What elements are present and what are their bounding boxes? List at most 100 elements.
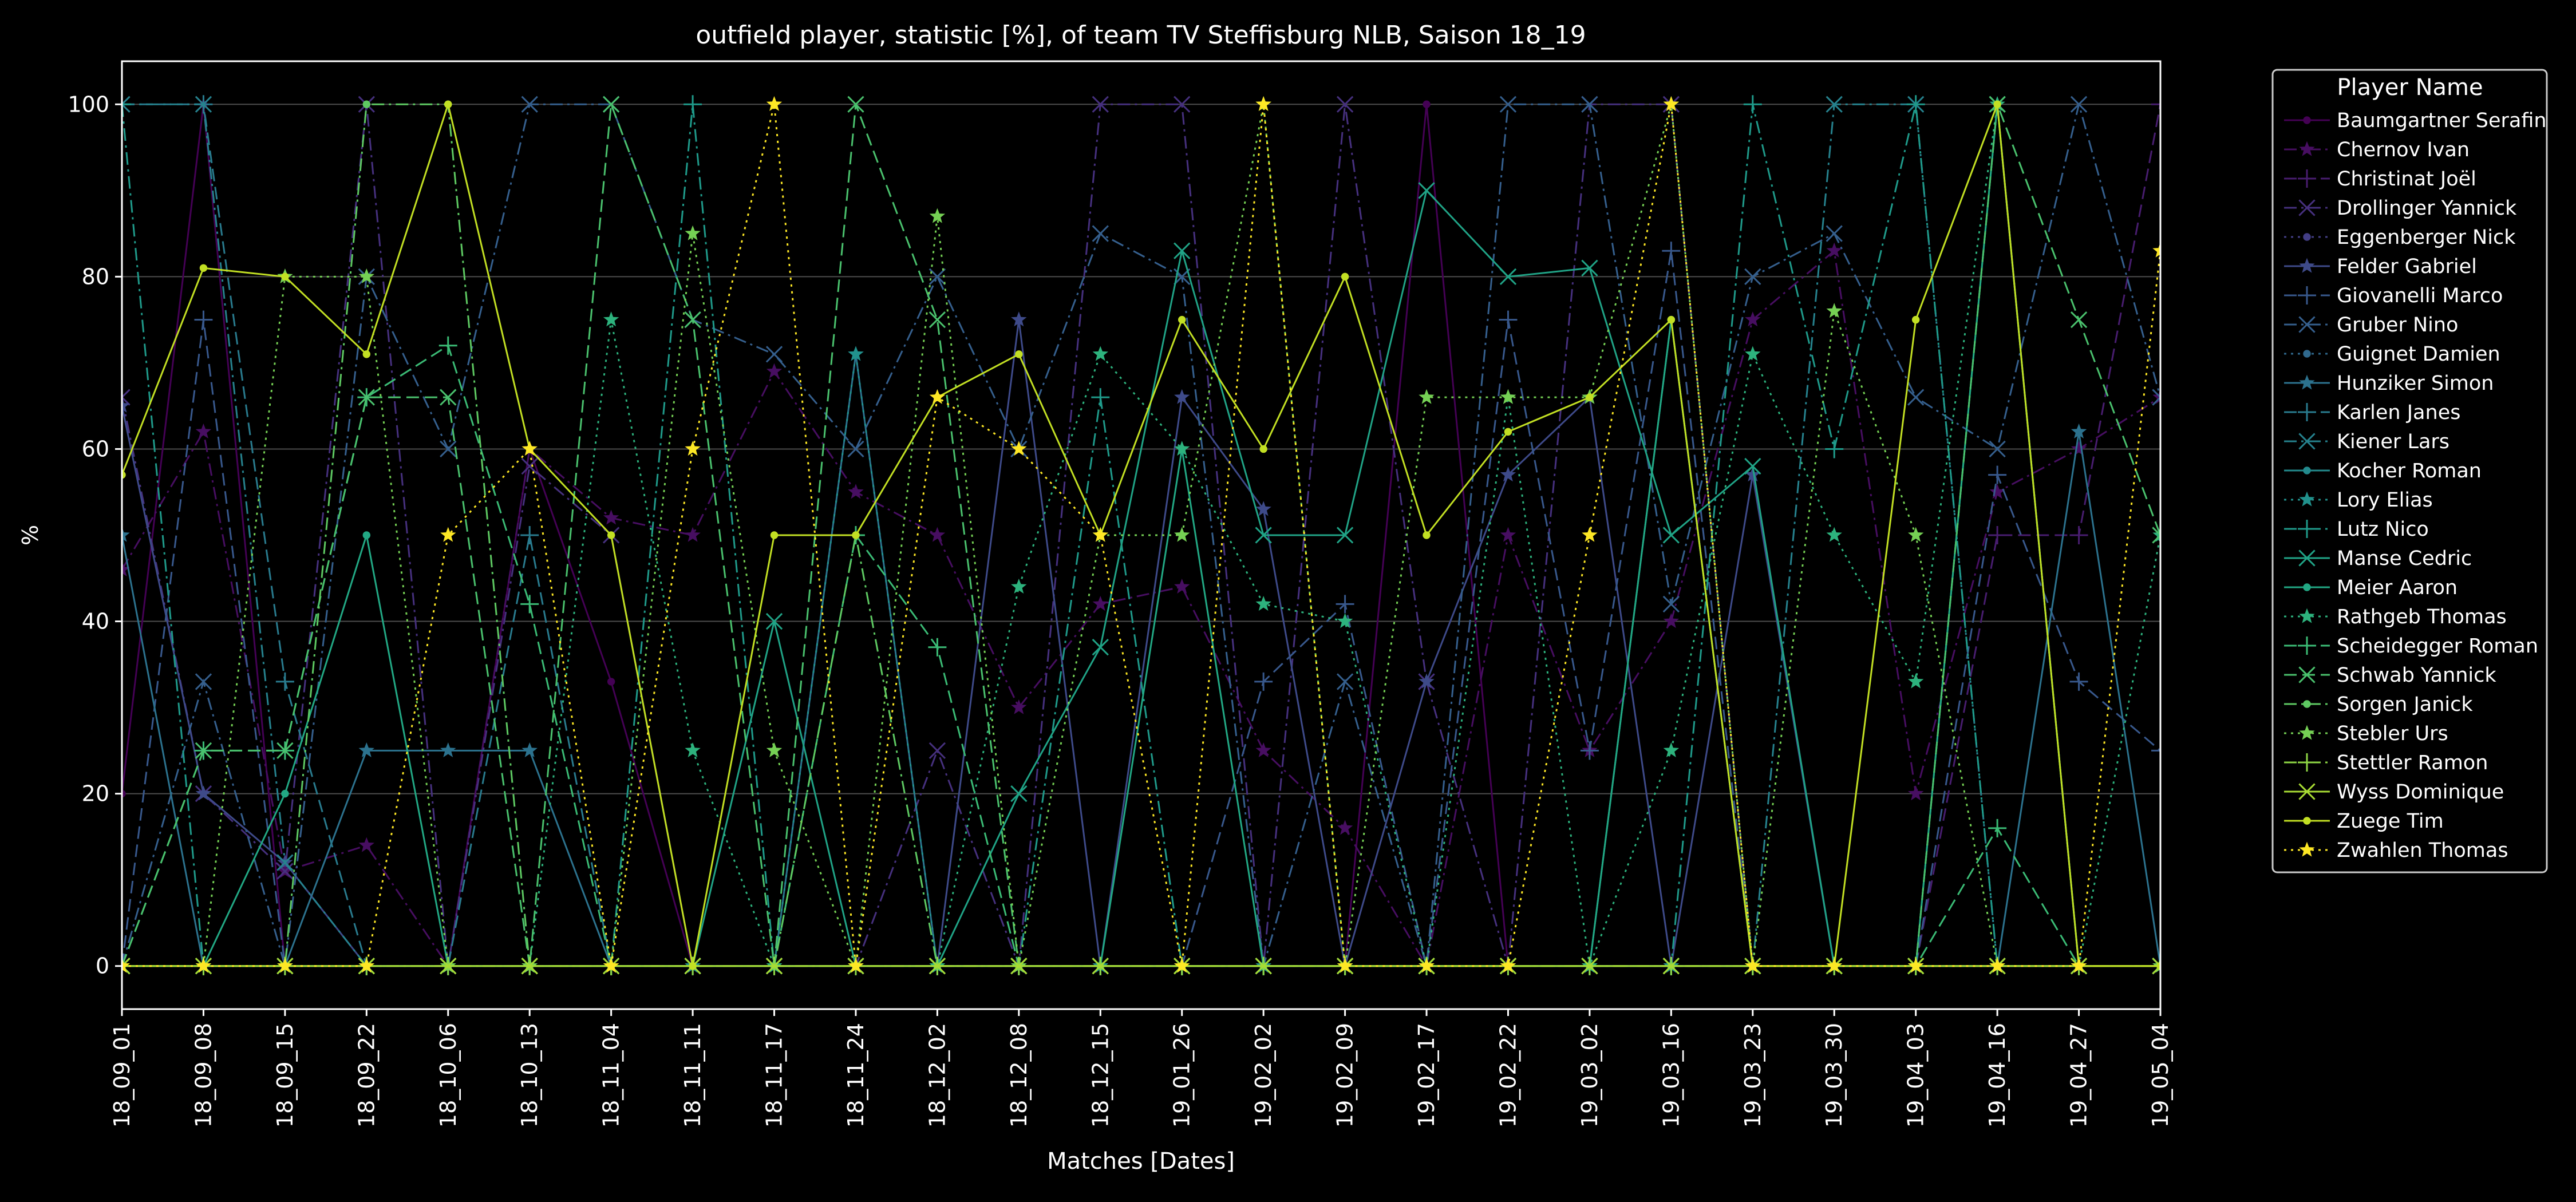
data-point (1255, 742, 1271, 757)
data-point (362, 350, 371, 358)
data-point (2071, 441, 2087, 456)
legend-item: Rathgeb Thomas (2284, 606, 2507, 628)
data-point (194, 310, 213, 329)
y-tick-label: 60 (82, 436, 109, 461)
data-point (122, 789, 126, 798)
data-point (847, 440, 864, 458)
data-point (1174, 389, 1190, 404)
data-point (358, 268, 374, 283)
data-point (2069, 526, 2088, 544)
y-tick-label: 20 (82, 781, 109, 806)
data-point (848, 346, 864, 361)
data-point (122, 95, 131, 114)
data-point (1255, 527, 1272, 544)
data-point (1908, 958, 1924, 973)
legend-item: Gruber Nino (2284, 314, 2458, 337)
data-point (1745, 346, 1761, 361)
data-point (1011, 578, 1027, 594)
series-lines (122, 95, 2160, 975)
legend-item: Kocher Roman (2284, 460, 2482, 483)
data-point (1423, 100, 1431, 108)
data-point (275, 672, 294, 691)
legend-label: Manse Cedric (2337, 547, 2472, 570)
data-point (607, 531, 615, 539)
data-point (2299, 491, 2315, 507)
data-point (1744, 268, 1761, 286)
data-point (1255, 958, 1272, 975)
data-point (440, 742, 456, 757)
data-point (521, 457, 538, 475)
x-tick-label: 18_09_08 (191, 1023, 216, 1128)
data-point (1010, 958, 1028, 975)
legend-label: Felder Gabriel (2337, 255, 2477, 278)
data-point (520, 595, 539, 614)
y-tick-label: 100 (68, 92, 109, 117)
data-point (765, 346, 783, 363)
data-point (358, 837, 374, 852)
data-point (1499, 268, 1517, 286)
data-point (1826, 527, 1842, 542)
data-point (2303, 466, 2311, 475)
data-point (2299, 725, 2315, 740)
legend-label: Zuege Tim (2337, 810, 2444, 833)
x-tick-label: 18_11_04 (599, 1023, 624, 1128)
data-point (766, 96, 783, 111)
data-point (848, 484, 864, 499)
data-point (1581, 96, 1598, 113)
data-point (1662, 595, 1680, 613)
data-point (358, 958, 374, 973)
x-tick-label: 18_11_17 (762, 1023, 787, 1128)
data-point (1092, 639, 1109, 656)
data-point (1174, 441, 1190, 456)
data-point (685, 527, 701, 542)
data-point (1989, 484, 2005, 499)
data-point (2298, 753, 2316, 772)
data-point (1911, 315, 1920, 324)
data-point (1988, 465, 2007, 484)
data-point (195, 742, 212, 760)
x-axis-label: Matches [Dates] (1047, 1148, 1235, 1175)
legend-label: Giovanelli Marco (2337, 284, 2503, 307)
data-point (1091, 388, 1110, 407)
legend-label: Zwahlen Thomas (2337, 839, 2508, 862)
data-point (1989, 440, 2006, 458)
data-point (1745, 466, 1761, 482)
legend-label: Baumgartner Serafin (2337, 109, 2547, 132)
legend-item: Giovanelli Marco (2284, 284, 2503, 307)
data-point (195, 423, 212, 438)
data-point (1259, 445, 1267, 453)
data-point (1581, 259, 1598, 276)
data-point (438, 336, 457, 355)
data-point (2298, 403, 2316, 421)
legend-item: Manse Cedric (2284, 547, 2472, 570)
legend-item: Baumgartner Serafin (2284, 109, 2547, 132)
data-point (2152, 389, 2160, 406)
data-point (2298, 520, 2316, 538)
data-point (1826, 242, 1842, 258)
data-point (1419, 958, 1435, 973)
data-point (1988, 526, 2007, 544)
legend-item: Lory Elias (2284, 489, 2433, 512)
legend-item: Meier Aaron (2284, 576, 2458, 599)
data-point (2299, 258, 2315, 273)
data-point (1337, 820, 1353, 835)
legend-label: Wyss Dominique (2337, 781, 2504, 804)
data-point (521, 441, 538, 456)
data-point (122, 470, 126, 479)
data-point (2299, 374, 2315, 390)
data-point (2298, 783, 2316, 800)
data-point (1092, 596, 1108, 611)
data-point (2069, 672, 2088, 691)
data-point (521, 96, 538, 113)
x-tick-label: 19_04_03 (1903, 1023, 1929, 1128)
legend-item: Zuege Tim (2284, 810, 2444, 833)
legend-label: Gruber Nino (2337, 314, 2458, 337)
data-point (2299, 608, 2315, 623)
data-point (1908, 673, 1924, 689)
legend-item: Felder Gabriel (2284, 255, 2477, 278)
data-point (607, 678, 615, 686)
x-tick-label: 18_09_01 (109, 1023, 135, 1128)
legend-label: Christinat Joël (2337, 168, 2476, 191)
x-tick-label: 19_03_02 (1577, 1023, 1602, 1128)
